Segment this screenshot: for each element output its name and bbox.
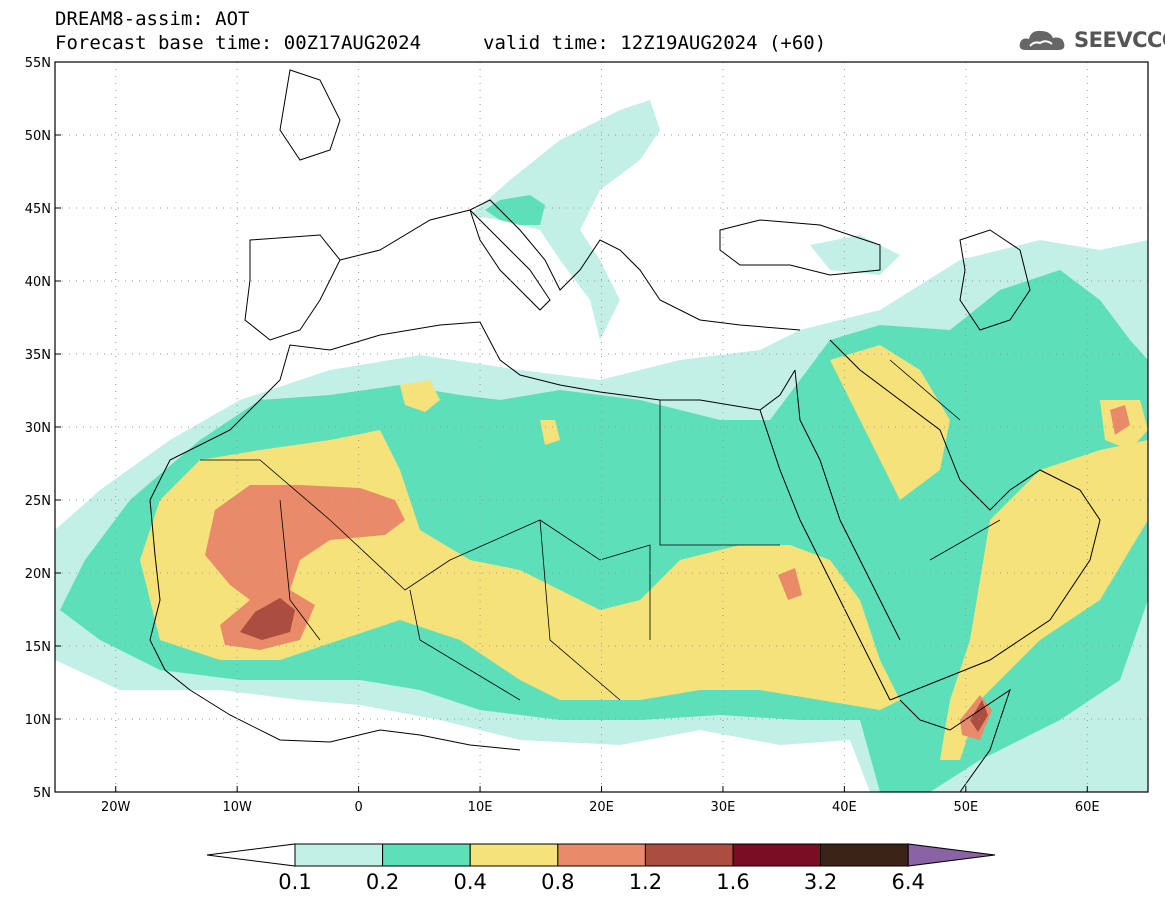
lat-tick-label-9: 10N: [25, 713, 51, 728]
colorbar-box-0: [294, 843, 384, 867]
axis-ticks: 20W 10W 0 10E 20E 30E 40E 50E 60E 55N 50N 45N 40N 35N…: [25, 56, 1100, 815]
aot-band-0.2-adriatic: [485, 195, 545, 225]
lat-tick-label-6: 25N: [25, 494, 51, 509]
coastline-horn: [899, 688, 1011, 792]
logo-text: SEEVCCC: [1074, 28, 1165, 52]
colorbar-label-3: 0.8: [541, 870, 575, 894]
colorbar-label-5: 1.6: [716, 870, 750, 894]
lon-tick-label-3: 10E: [468, 800, 493, 815]
colorbar: [206, 843, 996, 867]
aot-shading: [55, 100, 1148, 792]
lat-tick-label-10: 5N: [33, 786, 51, 801]
map-title: DREAM8-assim: AOT: [55, 8, 250, 30]
lon-tick-label-0: 20W: [101, 800, 131, 815]
lat-tick-label-7: 20N: [25, 567, 51, 582]
coastline-north-africa: [149, 321, 796, 501]
colorbar-box-5: [732, 843, 822, 867]
colorbar-box-6: [820, 843, 909, 867]
colorbar-box-1: [382, 843, 471, 867]
aot-band-0.1-europe: [470, 100, 660, 340]
aot-band-0.4-arabia: [830, 345, 950, 500]
colorbar-label-1: 0.2: [365, 870, 400, 894]
aot-band-0.4-chad: [540, 420, 560, 445]
lon-tick-label-7: 50E: [953, 800, 978, 815]
lat-tick-label-3: 40N: [25, 275, 51, 290]
colorbar-label-0: 0.1: [278, 870, 312, 894]
colorbar-label-2: 0.4: [453, 870, 487, 894]
colorbar-box-2: [469, 843, 559, 867]
border-lines: [200, 359, 1001, 701]
coastline-iberia: [244, 234, 341, 341]
aot-band-0.4-libya: [400, 380, 440, 412]
aot-band-0.1-caucasus: [810, 235, 900, 275]
lat-tick-label-4: 35N: [25, 348, 51, 363]
coastline-red-sea: [759, 369, 901, 701]
colorbar-box-4: [644, 843, 734, 867]
lon-tick-label-8: 60E: [1075, 800, 1100, 815]
lat-tick-label-1: 50N: [25, 129, 51, 144]
coastlines: [149, 69, 1101, 792]
coastline-west-africa: [149, 499, 521, 751]
graticule: [55, 62, 1148, 792]
aot-band-0.8-sudan: [778, 568, 802, 600]
coastline-italy: [469, 209, 551, 311]
coastline-caspian: [959, 229, 1031, 331]
valid-time: valid time: 12Z19AUG2024 (+60): [483, 32, 827, 54]
aot-band-1.2: [240, 598, 295, 640]
lon-tick-label-1: 10W: [222, 800, 252, 815]
aot-band-0.4-gulf: [940, 440, 1148, 760]
lon-tick-label-5: 30E: [711, 800, 736, 815]
lat-tick-label-0: 55N: [25, 56, 51, 71]
aot-band-0.8: [205, 485, 405, 650]
lat-tick-label-2: 45N: [25, 202, 51, 217]
lat-tick-label-5: 30N: [25, 421, 51, 436]
forecast-base-time: Forecast base time: 00Z17AUG2024: [55, 32, 422, 54]
coastline-britain: [279, 69, 341, 161]
lon-tick-label-6: 40E: [832, 800, 857, 815]
seevccc-logo: SEEVCCC: [1018, 26, 1165, 56]
lat-tick-label-8: 15N: [25, 640, 51, 655]
colorbar-box-3: [557, 843, 646, 867]
colorbar-arrow-high: [907, 843, 996, 867]
coastline-arabia: [829, 339, 1101, 701]
lon-tick-label-2: 0: [354, 800, 362, 815]
lon-tick-label-4: 20E: [589, 800, 614, 815]
colorbar-arrow-low: [206, 843, 296, 867]
colorbar-label-6: 3.2: [803, 870, 838, 894]
colorbar-label-7: 6.4: [891, 870, 925, 894]
cloud-logo-icon: [1019, 30, 1065, 50]
coastline-black-sea: [719, 219, 881, 276]
aot-band-0.8-iran: [1110, 405, 1130, 435]
colorbar-label-4: 1.2: [628, 870, 663, 894]
coastline-europe: [339, 199, 801, 331]
